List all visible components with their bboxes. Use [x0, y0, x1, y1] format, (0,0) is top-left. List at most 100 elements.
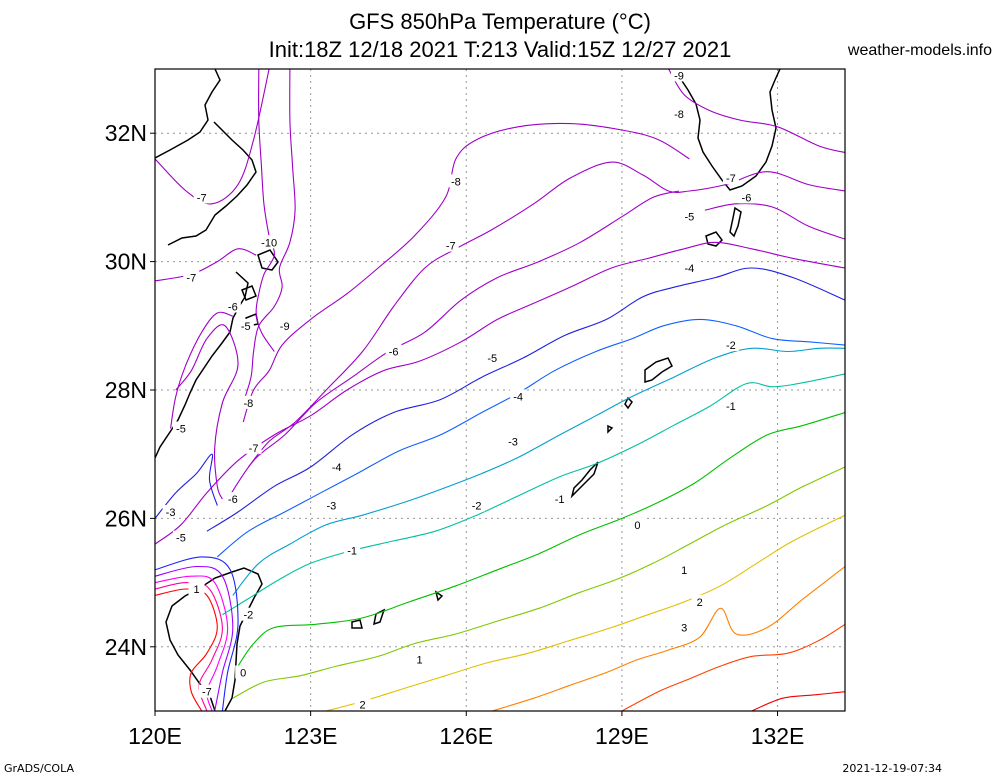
contour-label-bg [681, 261, 698, 275]
contour-label-bg [722, 338, 739, 352]
lon-tick-label: 120E [128, 723, 182, 749]
contour-label-bg [245, 440, 262, 454]
lat-tick-label: 32N [105, 120, 147, 146]
contour-label-bg [240, 607, 257, 621]
contour-label: -4 [332, 462, 342, 474]
contour-label-bg [235, 665, 252, 679]
contour-label: 1 [417, 655, 423, 667]
chart-subtitle: Init:18Z 12/18 2021 T:213 Valid:15Z 12/2… [268, 37, 732, 62]
axis-tick-layer: 120E 123E 126E 129E 132E 24N 26N 28N 30N 32N [105, 120, 805, 749]
lat-tick-label: 26N [105, 505, 147, 531]
isotherm-minus-7 [155, 248, 257, 282]
contour-label-bg [676, 562, 693, 576]
render-timestamp: 2021-12-19-07:34 [842, 762, 942, 775]
contour-label-bg [162, 504, 179, 518]
contour-label: -3 [508, 436, 518, 448]
contour-label: -5 [241, 321, 251, 333]
contour-label: 3 [681, 623, 687, 635]
contour-label-bg [681, 209, 698, 223]
island-miyako [351, 608, 386, 629]
contour-label: -8 [451, 176, 461, 188]
contour-label: -4 [684, 263, 694, 275]
contour-label: -5 [487, 353, 497, 365]
contour-label: -7 [726, 173, 736, 185]
contour-label: -7 [197, 192, 207, 204]
grads-credit: GrADS/COLA [4, 762, 74, 775]
contour-label: -6 [228, 302, 238, 314]
contour-label-bg [237, 318, 254, 332]
island-yakushima [705, 231, 723, 247]
contour-label-bg [629, 517, 646, 531]
contour-label: -1 [726, 401, 736, 413]
contour-label: -4 [513, 391, 523, 403]
isotherm-minus-8 [668, 69, 845, 154]
contour-label: -5 [176, 533, 186, 545]
isotherm-0 [237, 411, 845, 667]
contour-label: -7 [249, 443, 259, 455]
contour-label-bg [172, 421, 189, 435]
isotherm-5 [751, 691, 845, 711]
lon-tick-label: 123E [284, 723, 338, 749]
isotherm-minus-1 [222, 373, 845, 616]
contour-label: -7 [446, 241, 456, 253]
isotherm-minus-3 [216, 318, 845, 558]
isotherm-minus-10 [255, 69, 275, 352]
isotherm-minus-9 [242, 69, 296, 403]
isotherm-minus-7 [247, 161, 845, 468]
contour-label: -8 [674, 109, 684, 121]
isotherm-minus-5 [155, 241, 845, 545]
contour-label: -2 [726, 340, 736, 352]
isotherm-3 [492, 566, 845, 711]
isotherm-minus-8 [242, 122, 690, 423]
site-watermark: weather-models.info [847, 42, 992, 59]
contour-label: 1 [193, 584, 199, 596]
lon-tick-label: 126E [439, 723, 493, 749]
island-amami [644, 357, 673, 383]
isotherm-1 [232, 466, 845, 699]
contour-label-bg [276, 318, 293, 332]
contour-label-bg [224, 492, 241, 506]
island-tokunoshima [607, 396, 633, 434]
contour-label: 2 [697, 597, 703, 609]
lat-tick-label: 28N [105, 377, 147, 403]
contour-label: -3 [166, 507, 176, 519]
contour-label-bg [738, 190, 755, 204]
contour-label-bg [442, 238, 459, 252]
isotherm-1 [155, 588, 218, 711]
contour-label-bg [670, 106, 687, 120]
lat-tick-label: 24N [105, 634, 147, 660]
contour-label-bg [344, 543, 361, 557]
isotherm-1 [155, 565, 234, 711]
island-ishigaki [434, 590, 444, 602]
isotherm-minus-6 [175, 324, 239, 500]
contour-label-bg [411, 652, 428, 666]
contour-label: -2 [243, 610, 253, 622]
contour-label-bg [722, 399, 739, 413]
contour-label-bg [722, 171, 739, 185]
contour-label: -6 [389, 346, 399, 358]
contour-label: -2 [472, 501, 482, 513]
lat-tick-label: 30N [105, 249, 147, 275]
contour-label-bg [670, 69, 687, 82]
isotherm-1 [155, 556, 239, 711]
contour-label-bg [172, 530, 189, 544]
isotherm-minus-7 [155, 69, 270, 205]
contour-label: -6 [228, 494, 238, 506]
contour-label-bg [510, 389, 527, 403]
contour-label-bg [385, 344, 402, 358]
contour-label-bg [676, 620, 693, 634]
island-tanegashima [729, 206, 742, 238]
contour-label: -1 [555, 494, 565, 506]
isotherm-minus-6 [227, 190, 680, 500]
isotherm-2 [326, 514, 845, 711]
contour-label-bg [198, 684, 215, 698]
lon-tick-label: 129E [595, 723, 649, 749]
contour-layer [155, 69, 845, 711]
contour-label-bg [484, 350, 501, 364]
contour-label: 0 [634, 520, 640, 532]
isotherm-minus-5 [170, 311, 233, 429]
contour-label: -7 [202, 687, 212, 699]
isotherm-minus-6 [704, 203, 845, 240]
contour-label-bg [188, 582, 205, 596]
